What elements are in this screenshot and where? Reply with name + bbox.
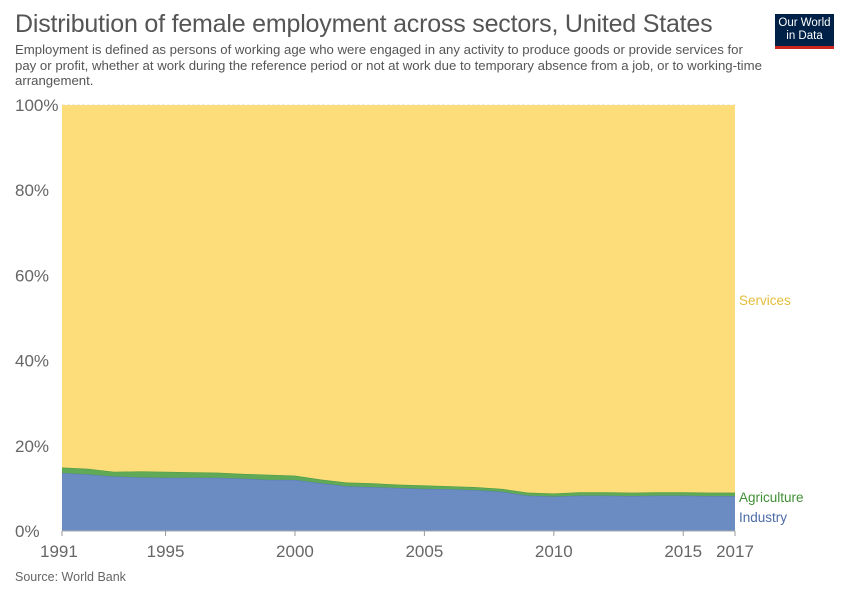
chart-subtitle: Employment is defined as persons of work… [15, 42, 762, 88]
series-label-industry: Industry [739, 510, 787, 525]
x-tick-label: 2005 [405, 542, 443, 561]
x-axis-ticks: 1991 1995 2000 2005 2010 2015 2017 [40, 531, 754, 561]
y-tick-label: 0% [15, 522, 40, 541]
x-tick-label: 2010 [535, 542, 573, 561]
area-industry [62, 473, 735, 531]
stacked-areas [61, 105, 735, 532]
chart-title: Distribution of female employment across… [15, 10, 713, 38]
x-tick-label: 2015 [664, 542, 702, 561]
y-tick-label: 80% [15, 181, 49, 200]
x-tick-label: 1995 [147, 542, 185, 561]
series-label-agriculture: Agriculture [739, 490, 804, 505]
area-agriculture [62, 467, 735, 497]
source-note[interactable]: Source: World Bank [15, 570, 126, 584]
x-tick-label: 1991 [40, 542, 78, 561]
logo-line-1: Our World [778, 17, 831, 29]
y-tick-label: 40% [15, 352, 49, 371]
y-tick-label: 20% [15, 437, 49, 456]
x-tick-label: 2017 [716, 542, 754, 561]
x-tick-label: 2000 [276, 542, 314, 561]
series-label-services: Services [739, 293, 791, 308]
logo-line-2: in Data [786, 30, 823, 42]
area-services [62, 105, 735, 494]
owid-logo[interactable]: Our World in Data [775, 14, 834, 49]
series-labels: Industry Agriculture Services [739, 293, 804, 525]
y-tick-label: 60% [15, 266, 49, 285]
y-axis-ticks: 0% 20% 40% 60% 80% 100% [15, 96, 58, 541]
y-tick-label: 100% [15, 96, 58, 115]
